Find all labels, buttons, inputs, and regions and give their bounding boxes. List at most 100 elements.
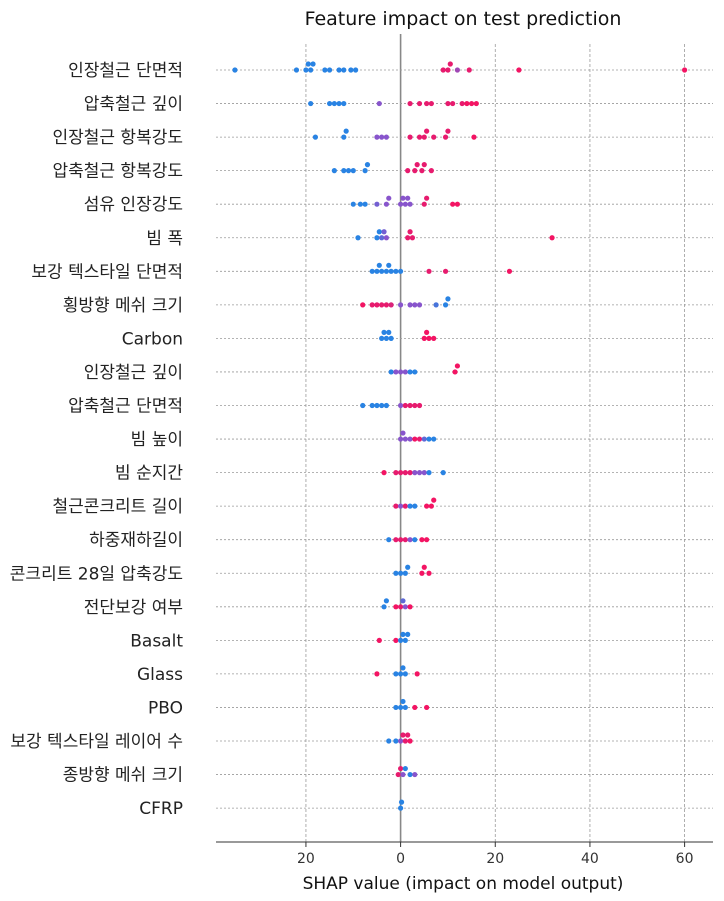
feature-label: 보강 텍스타일 레이어 수	[10, 732, 183, 752]
shap-point	[393, 637, 399, 643]
shap-point	[379, 302, 385, 308]
shap-point	[386, 262, 392, 268]
shap-point	[407, 100, 413, 107]
shap-point	[398, 799, 405, 805]
shap-point	[431, 335, 437, 341]
shap-point	[412, 704, 418, 711]
shap-point	[398, 436, 404, 442]
shap-point	[400, 698, 406, 705]
shap-point	[412, 771, 418, 778]
shap-point	[327, 100, 333, 107]
shap-point	[402, 369, 408, 375]
shap-point	[400, 631, 406, 637]
feature-label: Glass	[137, 665, 183, 685]
shap-point	[421, 201, 427, 207]
shap-point	[374, 302, 380, 308]
shap-point	[407, 738, 413, 744]
shap-point	[379, 134, 385, 140]
shap-point	[376, 100, 382, 107]
shap-point	[428, 100, 434, 107]
shap-point	[402, 537, 408, 543]
shap-point	[424, 704, 430, 711]
shap-point	[416, 100, 423, 107]
shap-point	[454, 201, 460, 207]
shap-point	[400, 598, 406, 604]
shap-point	[398, 738, 404, 744]
x-axis-title: SHAP value (impact on model output)	[303, 874, 624, 894]
shap-point	[452, 369, 458, 375]
shap-point	[393, 704, 399, 711]
shap-point	[412, 470, 418, 476]
shap-point	[369, 302, 375, 308]
shap-point	[412, 436, 418, 442]
shap-point	[360, 402, 366, 409]
feature-label: 빔 높이	[131, 430, 183, 450]
shap-point	[303, 67, 309, 73]
feature-label: CFRP	[139, 799, 183, 819]
shap-point	[336, 67, 342, 73]
shap-point	[374, 201, 380, 207]
feature-label: 인장철근 항복강도	[52, 128, 183, 148]
shap-point	[402, 704, 408, 711]
shap-point	[398, 805, 404, 811]
shap-point	[350, 168, 356, 174]
shap-point	[473, 100, 479, 107]
grid	[305, 34, 685, 842]
shap-point	[400, 665, 406, 671]
feature-label: 철근콘크리트 길이	[52, 497, 183, 517]
shap-point	[364, 162, 371, 168]
shap-point	[412, 369, 418, 375]
shap-point	[450, 201, 456, 207]
shap-point	[402, 570, 408, 576]
shap-point	[393, 604, 399, 610]
shap-point	[407, 470, 413, 476]
shap-point	[341, 100, 347, 107]
shap-point	[388, 335, 394, 341]
shap-point	[393, 268, 399, 274]
shap-point	[414, 162, 420, 168]
shap-point	[421, 335, 427, 341]
shap-point	[445, 100, 451, 107]
x-tick-label: 40	[581, 851, 599, 867]
shap-point	[383, 134, 389, 140]
shap-point	[386, 738, 392, 744]
feature-label: 섬유 인장강도	[84, 195, 183, 215]
shap-point	[442, 302, 449, 308]
shap-point	[407, 436, 413, 442]
feature-label: 보강 텍스타일 단면적	[31, 262, 183, 282]
shap-point	[407, 604, 413, 610]
feature-label: Carbon	[122, 329, 183, 349]
shap-point	[466, 67, 472, 73]
feature-label: 콘크리트 28일 압축강도	[10, 564, 183, 584]
feature-label: 하중재하길이	[89, 531, 183, 551]
shap-point	[345, 168, 352, 174]
feature-label: Basalt	[130, 631, 183, 651]
shap-point	[402, 201, 408, 207]
shap-point	[419, 168, 425, 174]
feature-label: 전단보강 여부	[84, 598, 183, 618]
shap-point	[426, 570, 432, 576]
shap-point	[440, 470, 446, 476]
shap-point	[376, 229, 382, 235]
shap-point	[398, 671, 404, 677]
shap-point	[386, 329, 392, 335]
shap-point	[381, 604, 387, 610]
shap-point	[405, 564, 411, 570]
shap-point	[407, 402, 413, 409]
shap-point	[402, 765, 408, 772]
shap-point	[362, 168, 368, 174]
shap-point	[421, 470, 427, 476]
feature-label: 압축철근 단면적	[68, 397, 183, 417]
shap-point	[383, 268, 389, 274]
shap-point	[398, 369, 404, 375]
shap-point	[398, 503, 404, 509]
shap-point	[412, 503, 418, 509]
shap-point	[402, 637, 408, 643]
shap-point	[402, 604, 408, 610]
feature-label: 횡방향 메쉬 크기	[63, 296, 183, 316]
shap-point	[412, 168, 418, 174]
shap-point	[419, 570, 425, 576]
shap-point	[402, 738, 408, 744]
shap-point	[402, 503, 408, 509]
shap-point	[459, 100, 465, 107]
